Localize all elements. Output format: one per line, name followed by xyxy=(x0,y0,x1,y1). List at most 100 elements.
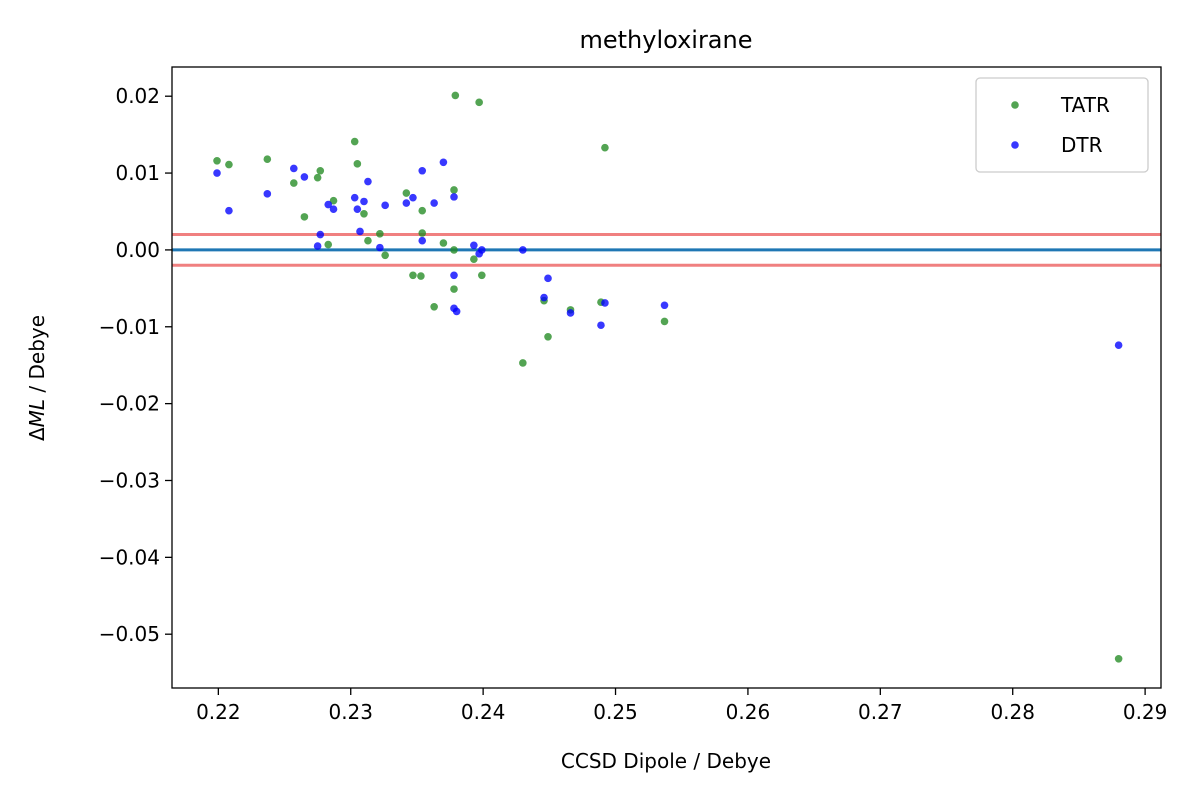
data-point xyxy=(439,239,448,247)
data-point xyxy=(418,206,427,215)
data-point xyxy=(225,160,233,169)
data-point xyxy=(360,197,368,206)
data-point xyxy=(478,246,486,254)
data-point xyxy=(356,227,364,236)
data-point xyxy=(402,199,411,207)
data-point xyxy=(450,193,458,201)
data-point xyxy=(324,240,333,249)
data-point xyxy=(376,229,384,238)
x-tick-label: 0.29 xyxy=(1123,700,1168,724)
data-point xyxy=(430,302,438,311)
y-axis-label-suffix: / Debye xyxy=(25,315,49,399)
data-point xyxy=(450,246,458,254)
data-point xyxy=(409,193,417,202)
data-point xyxy=(475,98,483,107)
data-point xyxy=(225,206,233,215)
data-point xyxy=(364,177,372,186)
legend-marker-tatr xyxy=(1011,101,1019,109)
y-tick-label: 0.01 xyxy=(115,161,160,185)
data-point xyxy=(300,213,309,221)
legend-box xyxy=(975,77,1149,173)
series-dtr xyxy=(213,158,1123,350)
data-point xyxy=(329,196,338,205)
y-tick-label: −0.04 xyxy=(99,545,160,569)
x-axis-ticks: 0.22 0.23 0.24 0.25 0.26 0.27 0.28 0.29 xyxy=(196,688,1167,724)
data-point xyxy=(316,166,325,175)
data-point xyxy=(451,91,460,100)
x-tick-label: 0.24 xyxy=(461,700,506,724)
plot-frame xyxy=(171,66,1162,689)
data-point xyxy=(418,229,427,237)
data-point xyxy=(430,199,438,207)
data-point xyxy=(263,155,272,164)
data-point xyxy=(478,271,486,280)
data-point xyxy=(660,317,669,326)
legend-label-dtr: DTR xyxy=(1061,133,1103,157)
data-point xyxy=(1114,654,1123,663)
x-tick-label: 0.22 xyxy=(196,700,241,724)
data-point xyxy=(263,190,272,198)
data-point xyxy=(544,274,552,283)
data-point xyxy=(381,201,389,210)
data-point xyxy=(353,160,362,168)
data-point xyxy=(418,166,427,175)
data-point xyxy=(417,272,425,280)
y-tick-label: −0.05 xyxy=(99,622,160,646)
x-axis-label: CCSD Dipole / Debye xyxy=(561,749,771,773)
data-point xyxy=(597,321,605,330)
data-point xyxy=(1114,341,1123,350)
data-point xyxy=(450,271,458,280)
reference-lines xyxy=(172,233,1161,267)
data-point xyxy=(364,236,372,245)
legend-label-tatr: TATR xyxy=(1060,93,1110,117)
data-point xyxy=(418,236,427,245)
data-point xyxy=(290,164,298,173)
data-point xyxy=(601,143,609,152)
chart-title: methyloxirane xyxy=(579,26,752,54)
y-tick-label: −0.01 xyxy=(99,315,160,339)
x-tick-label: 0.23 xyxy=(328,700,373,724)
data-point xyxy=(316,230,325,239)
data-points xyxy=(213,91,1123,663)
data-point xyxy=(519,359,527,367)
y-tick-label: −0.02 xyxy=(99,392,160,416)
data-point xyxy=(350,137,359,146)
y-axis-label-prefix: Δ xyxy=(25,427,49,441)
y-tick-label: 0.00 xyxy=(115,238,160,262)
data-point xyxy=(213,169,221,177)
data-point xyxy=(660,301,669,310)
data-point xyxy=(544,332,552,341)
data-point xyxy=(290,179,298,187)
data-point xyxy=(329,205,338,213)
data-point xyxy=(519,246,527,254)
data-point xyxy=(360,209,368,218)
data-point xyxy=(540,293,548,302)
legend: TATR DTR xyxy=(975,77,1149,173)
x-tick-label: 0.26 xyxy=(726,700,771,724)
data-point xyxy=(409,271,417,280)
x-tick-label: 0.25 xyxy=(593,700,638,724)
y-tick-label: 0.02 xyxy=(115,84,160,108)
data-point xyxy=(324,200,333,209)
data-point xyxy=(470,255,478,263)
data-point xyxy=(439,158,448,167)
data-point xyxy=(213,156,221,165)
data-point xyxy=(313,173,322,182)
legend-marker-dtr xyxy=(1011,141,1019,149)
data-point xyxy=(566,309,575,317)
data-point xyxy=(350,193,359,202)
data-point xyxy=(450,186,458,194)
data-point xyxy=(452,307,461,316)
y-axis-label-italic: ML xyxy=(25,399,49,427)
data-point xyxy=(313,242,322,250)
y-tick-label: −0.03 xyxy=(99,468,160,492)
y-axis-ticks: 0.02 0.01 0.00 −0.01 −0.02 −0.03 −0.04 −0.05 xyxy=(99,84,172,646)
series-tatr xyxy=(213,91,1123,663)
data-point xyxy=(450,285,458,293)
data-point xyxy=(376,243,384,252)
data-point xyxy=(601,299,609,307)
data-point xyxy=(381,251,389,260)
data-point xyxy=(402,189,411,197)
x-tick-label: 0.28 xyxy=(990,700,1035,724)
